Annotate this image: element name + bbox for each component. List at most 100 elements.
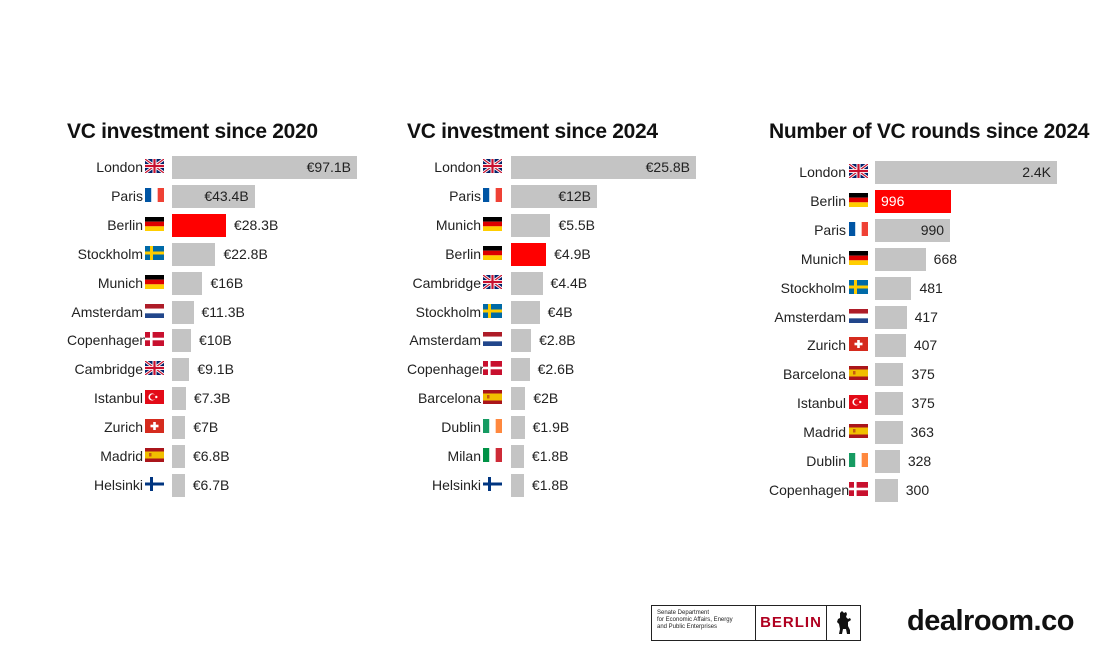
category-label: Berlin	[445, 245, 481, 262]
value-label: €6.8B	[192, 448, 230, 464]
bar-row-dublin: Dublin €1.9B	[407, 416, 707, 445]
category-label: Cambridge	[412, 274, 481, 291]
bar	[172, 358, 190, 382]
chart-vc-investment-2020: VC investment since 2020 London €97.1B Pa…	[67, 120, 367, 503]
flag-ch-icon	[145, 419, 164, 434]
bar	[172, 242, 216, 266]
bar-row-zurich: Zurich 407	[769, 334, 1099, 363]
flag-dk-icon	[145, 332, 164, 347]
bar	[511, 358, 530, 382]
category-label: Dublin	[806, 453, 846, 469]
bar	[875, 392, 904, 416]
category-label: Stockholm	[415, 303, 481, 320]
category-label: Cambridge	[74, 361, 143, 378]
flag-fr-icon	[145, 187, 164, 202]
bar	[511, 156, 696, 179]
bar-row-cambridge: Cambridge €9.1B	[67, 358, 367, 387]
chart-title: VC investment since 2020	[67, 120, 318, 143]
category-label: Stockholm	[780, 279, 846, 296]
berlin-bear-icon	[827, 606, 860, 640]
bar-row-london: London €25.8B	[407, 156, 707, 185]
bar-row-cambridge: Cambridge €4.4B	[407, 271, 707, 301]
bar	[511, 329, 532, 353]
value-label: €25.8B	[645, 159, 690, 175]
value-label: 300	[905, 481, 930, 498]
bar-row-istanbul: Istanbul €7.3B	[67, 387, 367, 416]
value-label: €7B	[193, 419, 219, 436]
value-label: €7.3B	[193, 390, 231, 407]
bar-row-madrid: Madrid €6.8B	[67, 445, 367, 474]
category-label: London	[96, 159, 143, 175]
category-label: Munich	[435, 216, 481, 233]
bar-row-helsinki: Helsinki €1.8B	[407, 473, 707, 503]
flag-fi-icon	[145, 476, 164, 491]
flag-de-icon	[849, 250, 868, 265]
flag-gb-icon	[483, 159, 502, 173]
bar	[875, 247, 926, 271]
category-label: Helsinki	[431, 476, 481, 493]
bar	[875, 305, 907, 329]
bar-row-paris: Paris 990	[769, 218, 1099, 248]
category-label: Munich	[97, 274, 143, 291]
value-label: €43.4B	[204, 187, 249, 204]
category-label: Dublin	[441, 419, 481, 436]
value-label: 363	[910, 424, 934, 441]
bar-row-amsterdam: Amsterdam 417	[769, 305, 1099, 335]
category-label: Paris	[111, 187, 143, 204]
bar	[511, 445, 524, 468]
flag-ie-icon	[483, 419, 502, 434]
category-label: Istanbul	[93, 390, 143, 407]
bar	[511, 416, 525, 440]
bar-row-amsterdam: Amsterdam €2.8B	[407, 329, 707, 358]
bar	[172, 473, 185, 497]
bar-row-copenhagen: Copenhagen €2.6B	[407, 358, 707, 387]
category-label: Copenhagen	[407, 361, 488, 378]
bar-row-copenhagen: Copenhagen €10B	[67, 329, 367, 358]
value-label: 407	[913, 337, 938, 354]
value-label: 2.4K	[1022, 164, 1051, 180]
chart-vc-investment-2024: VC investment since 2024 London €25.8B Pa…	[407, 120, 707, 503]
flag-dk-icon	[483, 361, 502, 376]
category-label: Madrid	[100, 448, 143, 464]
bar-row-berlin: Berlin €4.9B	[407, 242, 707, 272]
bar	[875, 363, 904, 387]
value-label: €2B	[533, 390, 559, 407]
flag-nl-icon	[849, 308, 868, 323]
category-label: Istanbul	[796, 395, 846, 412]
flag-se-icon	[849, 279, 868, 294]
category-label: Munich	[800, 250, 846, 267]
bar-rows: London 2.4K Berlin 996 Paris 990 Munich 668 Sto…	[769, 156, 1099, 508]
bar	[511, 242, 547, 266]
bar	[172, 329, 192, 353]
flag-se-icon	[483, 303, 502, 318]
bar-rows: London €97.1B Paris €43.4B Berlin €28.3B Stoc…	[67, 156, 367, 503]
bar	[875, 161, 1057, 184]
value-label: €97.1B	[306, 159, 351, 175]
flag-gb-icon	[145, 361, 164, 376]
berlin-senate-logo: Senate Department for Economic Affairs, …	[651, 605, 861, 641]
value-label: €4.9B	[554, 245, 591, 262]
chart-vc-rounds-2024: Number of VC rounds since 2024 London 2.…	[769, 120, 1099, 508]
value-label: 328	[907, 453, 932, 469]
category-label: Helsinki	[93, 476, 143, 493]
category-label: Zurich	[104, 419, 143, 436]
flag-fr-icon	[483, 187, 502, 202]
value-label: €9.1B	[197, 361, 234, 378]
bar	[875, 478, 898, 502]
flag-es-icon	[145, 448, 164, 462]
bar	[511, 473, 524, 497]
flag-fi-icon	[483, 476, 502, 491]
bar	[172, 184, 255, 208]
bar	[172, 416, 186, 440]
bar	[172, 271, 203, 295]
bar	[511, 213, 551, 237]
bar	[875, 450, 900, 473]
bar-row-stockholm: Stockholm 481	[769, 276, 1099, 306]
bar-row-paris: Paris €12B	[407, 184, 707, 214]
value-label: €10B	[199, 332, 232, 349]
bar	[875, 276, 912, 300]
category-label: London	[434, 159, 481, 175]
flag-de-icon	[483, 216, 502, 231]
value-label: €12B	[558, 187, 592, 204]
bar	[172, 445, 185, 468]
